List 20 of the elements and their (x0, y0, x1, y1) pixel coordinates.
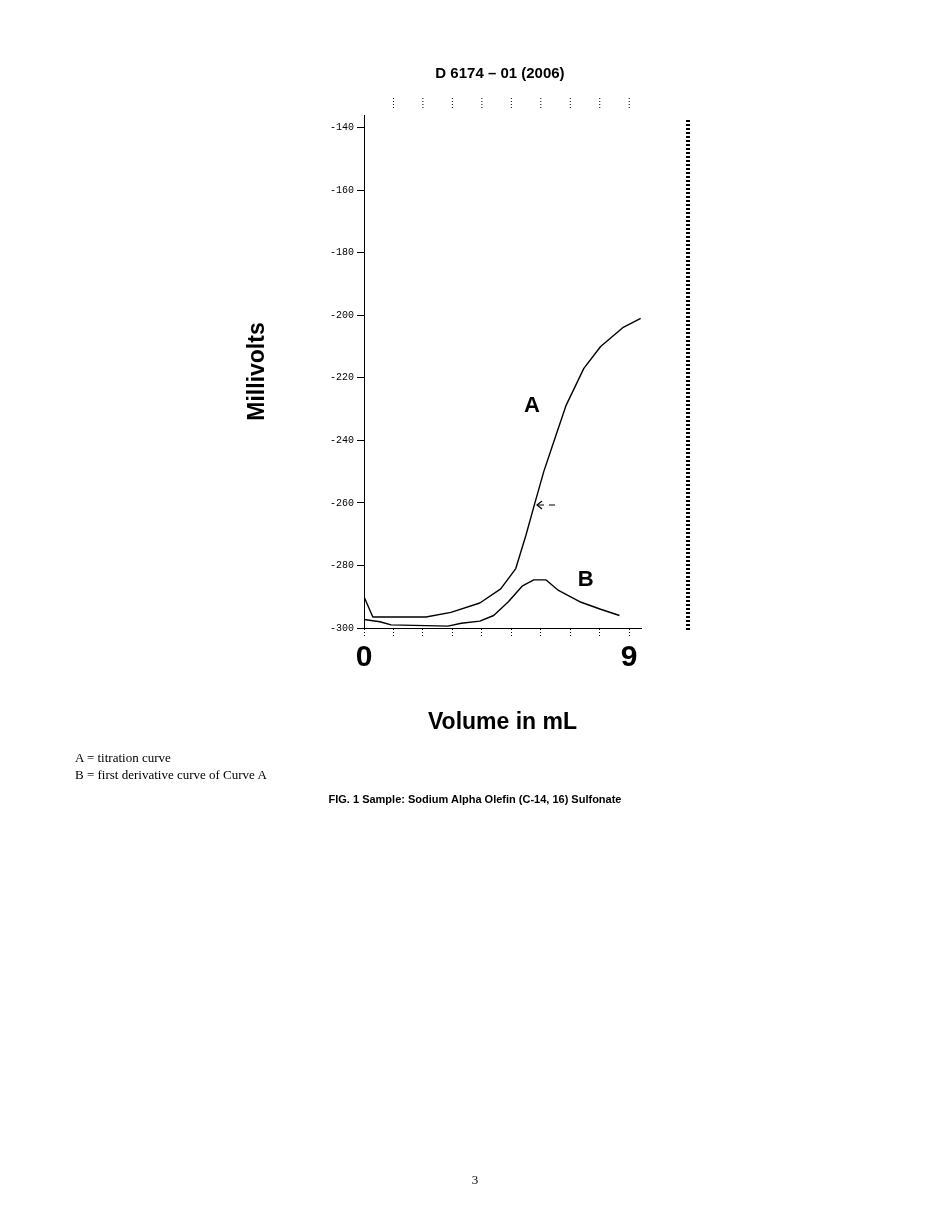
y-tick-label: -260 (329, 497, 354, 509)
text: A = titration curve (75, 750, 171, 766)
y-tick-label: -240 (329, 434, 354, 446)
x-tick-label: 0 (355, 639, 373, 673)
y-tick-label: -280 (329, 560, 354, 572)
text: 3 (470, 1172, 480, 1188)
y-tick-label: -200 (329, 309, 354, 321)
text: B = first derivative curve of Curve A (75, 767, 267, 783)
y-tick-label: -300 (329, 622, 354, 634)
y-tick-label: -220 (329, 372, 354, 384)
x-tick-label: 9 (620, 639, 638, 673)
caption: FIG. 1 Sample: Sodium Alpha Olefin (C-14, 16) Sulfonate (327, 793, 623, 805)
chart-title: D 6174 – 01 (2006) (434, 64, 566, 81)
y-axis-title: Millivolts (243, 322, 270, 421)
x-axis-title: Volume in mL (427, 707, 578, 734)
series-label: B (577, 565, 594, 591)
series-label: A (523, 391, 540, 417)
y-tick-label: -140 (329, 122, 354, 134)
y-tick-label: -160 (329, 184, 354, 196)
y-tick-label: -180 (329, 247, 354, 259)
